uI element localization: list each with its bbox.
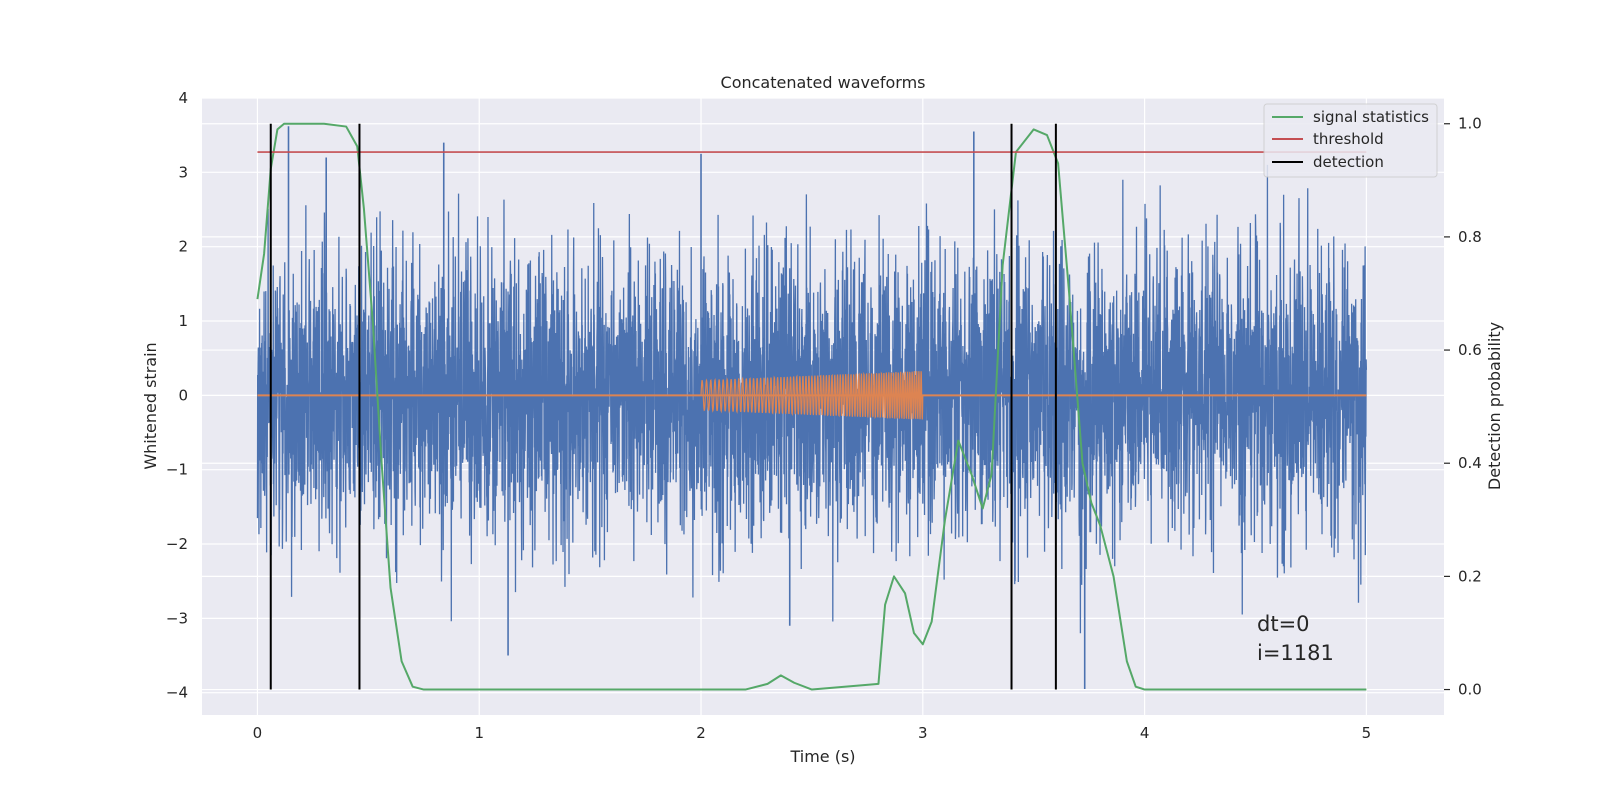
signal-statistics-line bbox=[256, 122, 1367, 691]
x-tick-label: 2 bbox=[696, 724, 706, 742]
legend-label-signal-statistics: signal statistics bbox=[1313, 108, 1429, 126]
annotation-dt: dt=0 bbox=[1257, 612, 1310, 636]
y2-tick-label: 0.6 bbox=[1458, 341, 1482, 359]
x-tick-label: 4 bbox=[1140, 724, 1150, 742]
noise-series bbox=[256, 126, 1368, 689]
noise-line bbox=[256, 164, 1368, 634]
y2-tick-label: 1.0 bbox=[1458, 115, 1482, 133]
annotation-index: i=1181 bbox=[1257, 641, 1334, 665]
y-tick-label: −3 bbox=[166, 609, 188, 627]
signal-statistics-series bbox=[256, 122, 1367, 691]
x-tick-label: 5 bbox=[1362, 724, 1372, 742]
x-tick-label: 1 bbox=[474, 724, 484, 742]
legend-label-threshold: threshold bbox=[1313, 130, 1384, 148]
y2-axis-title: Detection probability bbox=[1485, 322, 1504, 490]
x-tick-label: 0 bbox=[253, 724, 263, 742]
y2-tick-label: 0.8 bbox=[1458, 228, 1482, 246]
legend-box bbox=[1263, 103, 1438, 178]
y-tick-label: 0 bbox=[178, 386, 188, 404]
y-tick-label: 2 bbox=[178, 238, 188, 256]
y2-tick-label: 0.4 bbox=[1458, 454, 1482, 472]
y-tick-label: 4 bbox=[178, 89, 188, 107]
chirp-series bbox=[257, 371, 1367, 420]
y-tick-label: 1 bbox=[178, 312, 188, 330]
y-tick-label: 3 bbox=[178, 163, 188, 181]
y-tick-label: −4 bbox=[166, 684, 188, 702]
chirp-line bbox=[700, 371, 924, 420]
x-axis-title: Time (s) bbox=[789, 747, 855, 766]
detection-series bbox=[269, 123, 1057, 690]
legend: signal statistics threshold detection bbox=[1263, 103, 1438, 178]
y-axis-title: Whitened strain bbox=[141, 342, 160, 469]
y2-tick-label: 0.0 bbox=[1458, 681, 1482, 699]
chart-title: Concatenated waveforms bbox=[721, 73, 926, 92]
y-tick-label: −1 bbox=[166, 461, 188, 479]
x-tick-label: 3 bbox=[918, 724, 928, 742]
legend-label-detection: detection bbox=[1313, 153, 1384, 171]
y2-tick-label: 0.2 bbox=[1458, 567, 1482, 585]
axis-ticks: 0 1 2 3 4 5 −4 −3 −2 −1 0 1 2 3 4 0.0 0.2 0.4 0.6 0.8 1.0 bbox=[166, 89, 1482, 742]
y-tick-label: −2 bbox=[166, 535, 188, 553]
